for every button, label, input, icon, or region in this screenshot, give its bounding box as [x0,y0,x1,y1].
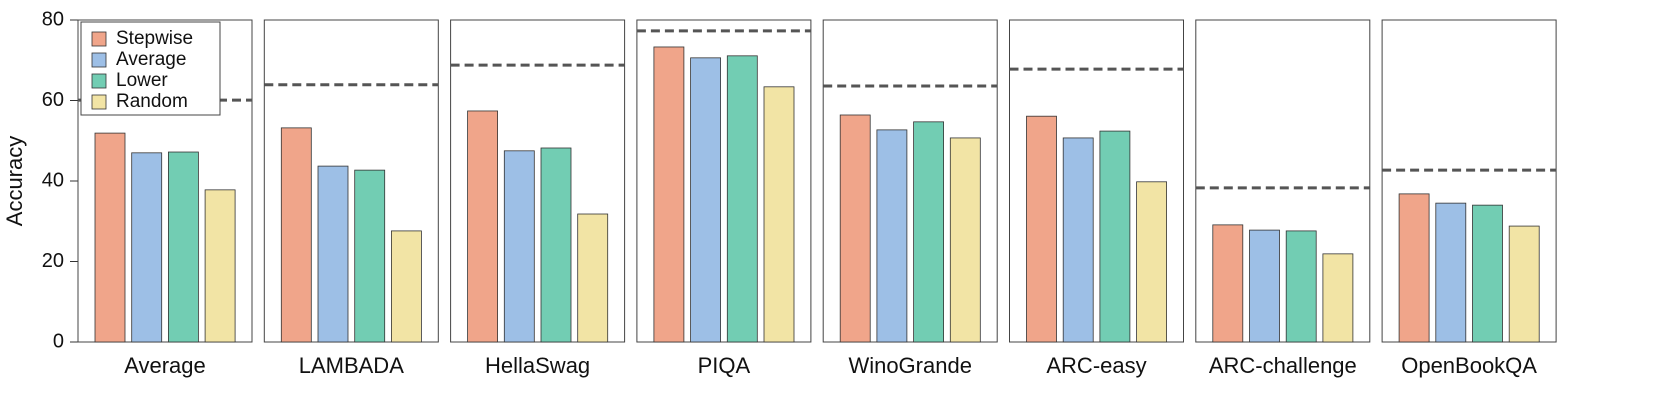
panel-label: ARC-challenge [1209,353,1357,378]
bar [1285,230,1317,343]
bar [1472,204,1503,343]
legend-swatch [91,94,107,110]
bar [1136,181,1167,343]
bar [390,230,422,343]
y-tick-label: 80 [42,8,64,30]
bar [354,169,386,343]
panel [822,19,998,343]
bar [913,121,944,343]
bar [949,137,981,343]
bar [167,151,199,343]
panel-label: LAMBADA [299,353,404,378]
bar [204,189,236,343]
legend-swatch [91,73,107,89]
bar [839,114,871,343]
panel-label: OpenBookQA [1401,353,1537,378]
bar [763,86,795,343]
legend-swatch [91,52,107,68]
legend-label: Stepwise [116,28,193,49]
bar [317,165,349,343]
bar [1508,225,1540,343]
bar [467,110,499,343]
bar [653,46,685,343]
panel-label: PIQA [698,353,751,378]
panel [1195,19,1371,343]
legend-swatch [91,31,107,47]
bar [1249,229,1280,343]
panel [450,19,626,343]
panel [1381,19,1557,343]
bar [1212,224,1244,343]
bar [1435,202,1467,343]
panel [263,19,439,343]
y-tick-label: 0 [53,330,64,352]
legend-label: Random [116,91,188,112]
bar [726,55,758,343]
panel-label: WinoGrande [848,353,972,378]
panel-label: Average [124,353,206,378]
bar [503,150,535,343]
bar [690,57,721,343]
bar [1062,137,1094,343]
panel-label: HellaSwag [485,353,590,378]
y-axis-label: Accuracy [2,136,27,226]
bar [1099,130,1131,343]
bar [876,129,908,343]
y-tick-label: 40 [42,169,64,191]
bar [1322,253,1354,343]
bar [577,213,609,343]
panel [1009,19,1184,343]
bar [1398,193,1430,343]
y-tick-label: 60 [42,89,64,111]
bar [131,152,163,343]
bar [540,147,572,343]
panel-label: ARC-easy [1046,353,1146,378]
legend-label: Lower [116,70,168,91]
panel [636,19,812,343]
y-tick-label: 20 [42,250,64,272]
legend-label: Average [116,49,186,70]
panel [77,19,253,343]
bar [94,132,126,343]
bar [280,127,312,343]
bar [1026,115,1057,343]
